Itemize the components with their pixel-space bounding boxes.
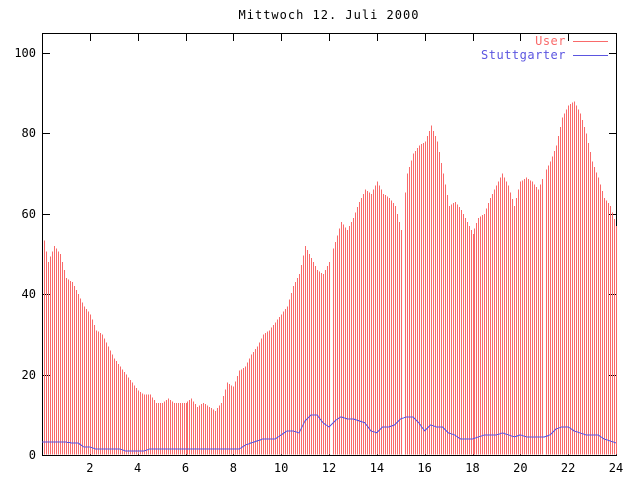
legend-user-line-sample [573, 40, 608, 42]
legend-user-label: User [535, 34, 566, 48]
x-tick-label: 14 [369, 461, 385, 475]
y-tick-label: 100 [14, 46, 36, 61]
x-tick-label: 20 [513, 461, 528, 475]
x-tick-label: 24 [608, 461, 624, 475]
y-tick-label: 0 [28, 448, 36, 462]
x-tick-label: 22 [560, 461, 576, 475]
x-tick-label: 10 [273, 461, 289, 475]
legend-row-user: User [418, 34, 608, 48]
x-tick-label: 2 [86, 461, 94, 475]
legend-stuttgarter-line-sample [573, 54, 608, 56]
y-tick-label: 60 [21, 206, 36, 221]
x-tick-label: 4 [134, 461, 142, 475]
chart-title: Mittwoch 12. Juli 2000 [238, 8, 420, 22]
x-tick-label: 6 [181, 461, 190, 475]
x-tick-label: 12 [321, 461, 337, 475]
y-tick-label: 80 [21, 126, 36, 141]
legend-row-stuttgarter: Stuttgarter [418, 48, 608, 62]
legend: User Stuttgarter [418, 34, 608, 62]
x-tick-label: 8 [229, 461, 237, 475]
x-tick-label: 16 [417, 461, 432, 475]
x-tick-label: 18 [465, 461, 480, 475]
y-tick-label: 40 [21, 287, 36, 302]
y-tick-label: 20 [21, 367, 36, 382]
legend-stuttgarter-label: Stuttgarter [481, 48, 566, 62]
